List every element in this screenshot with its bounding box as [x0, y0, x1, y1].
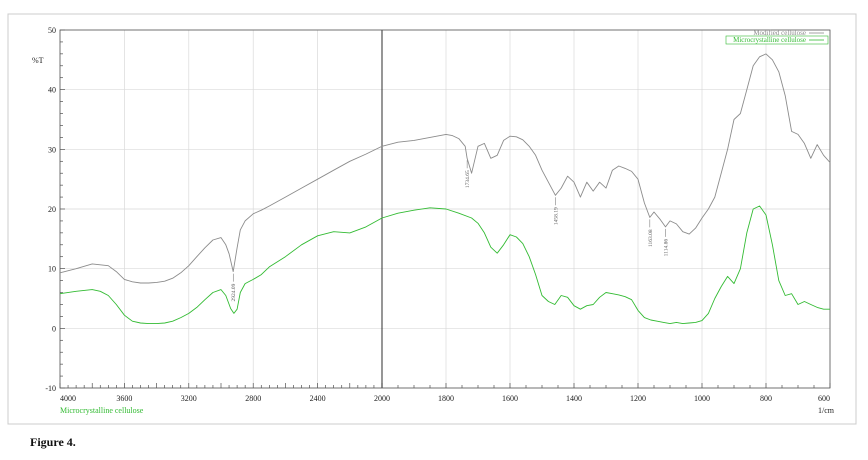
x-axis-unit-label: 1/cm	[818, 406, 835, 415]
x-tick-label: 1400	[566, 394, 582, 403]
legend-box	[725, 35, 829, 45]
legend-label: Modified cellulose	[753, 29, 806, 37]
series-layer	[59, 53, 831, 325]
y-axis-label: %T	[32, 56, 44, 65]
peak-label: 2924.09	[231, 283, 237, 301]
y-tick-label: 50	[48, 26, 56, 35]
microcrystalline-cellulose-line	[59, 205, 830, 325]
x-tick-label: 600	[818, 394, 830, 403]
x-tick-label: 2000	[374, 394, 390, 403]
y-tick-label: 0	[52, 324, 56, 333]
x-tick-label: 1200	[630, 394, 646, 403]
figure-caption: Figure 4.	[30, 435, 76, 449]
x-tick-label: 2800	[245, 394, 261, 403]
y-tick-label: 20	[48, 205, 56, 214]
peak-annotations: 2924.09 1734.65 1458.19 1163.08 1114.86	[231, 160, 670, 302]
modified-cellulose-line	[59, 53, 831, 284]
x-tick-label: 1600	[502, 394, 518, 403]
x-tick-label: 2400	[310, 394, 326, 403]
x-tick-label: 3600	[116, 394, 132, 403]
y-tick-label: -10	[45, 384, 56, 393]
legend-label: Microcrystalline cellulose	[733, 36, 806, 44]
y-tick-label: 10	[48, 265, 56, 274]
peak-label: 1163.08	[648, 229, 654, 247]
x-tick-label: 1800	[438, 394, 454, 403]
y-axis-ticks: -10 0 10 20 30 40 50	[45, 26, 56, 393]
peak-label: 1458.19	[553, 207, 559, 225]
plot-area-frame	[59, 29, 831, 389]
y-tick-label: 30	[48, 145, 56, 154]
peak-label: 1734.65	[465, 170, 471, 188]
x-tick-label: 4000	[60, 394, 76, 403]
x-tick-label: 1000	[694, 394, 710, 403]
x-axis-series-label: Microcrystalline cellulose	[60, 406, 144, 415]
x-tick-label: 3200	[181, 394, 197, 403]
peak-label: 1114.86	[664, 239, 670, 257]
y-tick-label: 40	[48, 86, 56, 95]
chart-border	[7, 13, 857, 425]
x-axis-ticks: 4000 3600 3200 2800 2400 2000 1800 1600 1400 1200…	[60, 394, 830, 403]
x-tick-label: 800	[760, 394, 772, 403]
